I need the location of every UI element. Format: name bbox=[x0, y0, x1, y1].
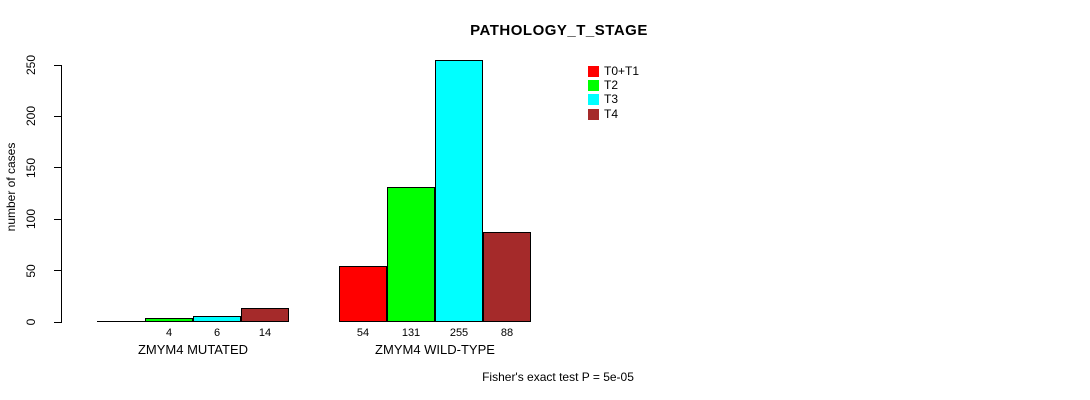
y-tick-label: 200 bbox=[24, 106, 38, 127]
y-tick bbox=[54, 218, 62, 220]
legend-label: T3 bbox=[604, 92, 619, 107]
y-tick-label: 50 bbox=[24, 263, 38, 278]
y-tick-label: 100 bbox=[24, 209, 38, 230]
bar-value-label: 14 bbox=[258, 327, 272, 339]
legend-swatch-t4 bbox=[588, 108, 599, 120]
bar-t0-t1 bbox=[339, 266, 387, 322]
legend-row: T3 bbox=[588, 93, 639, 107]
y-tick bbox=[54, 167, 62, 169]
chart-title: PATHOLOGY_T_STAGE bbox=[470, 22, 648, 39]
y-tick-label: 150 bbox=[24, 157, 38, 178]
group-label: ZMYM4 WILD-TYPE bbox=[375, 342, 495, 357]
bar-value-label: 88 bbox=[500, 327, 514, 339]
bar-t3 bbox=[193, 316, 241, 322]
y-axis-label: number of cases bbox=[4, 142, 18, 232]
legend-swatch-t2 bbox=[588, 80, 599, 92]
y-axis-line bbox=[61, 65, 62, 323]
bar-t4 bbox=[483, 232, 531, 322]
y-tick bbox=[54, 115, 62, 117]
legend-row: T4 bbox=[588, 107, 639, 121]
group-label: ZMYM4 MUTATED bbox=[137, 342, 249, 357]
legend-row: T2 bbox=[588, 78, 639, 92]
legend-label: T2 bbox=[604, 78, 619, 93]
bar-value-label: 4 bbox=[165, 327, 173, 339]
legend-swatch-t3 bbox=[588, 94, 599, 106]
y-tick bbox=[54, 270, 62, 272]
legend-label: T4 bbox=[604, 106, 619, 121]
bar-t4 bbox=[241, 308, 289, 322]
y-tick bbox=[54, 64, 62, 66]
bar-t2 bbox=[387, 187, 435, 322]
y-tick-label: 0 bbox=[24, 318, 38, 326]
legend-row: T0+T1 bbox=[588, 64, 639, 78]
y-tick-label: 250 bbox=[24, 54, 38, 76]
bar-value-label: 6 bbox=[213, 327, 221, 339]
legend: T0+T1 T2 T3 T4 bbox=[588, 64, 639, 122]
bar-value-label: 54 bbox=[356, 327, 370, 339]
legend-label: T0+T1 bbox=[604, 63, 640, 78]
fisher-test-annotation: Fisher's exact test P = 5e-05 bbox=[482, 370, 634, 384]
bar-value-label: 255 bbox=[449, 327, 469, 339]
bar-t0-t1 bbox=[97, 321, 145, 322]
bar-t3 bbox=[435, 60, 483, 322]
y-tick bbox=[54, 321, 62, 323]
legend-swatch-t0-t1 bbox=[588, 65, 599, 77]
bar-t2 bbox=[145, 318, 193, 322]
bar-value-label: 131 bbox=[401, 327, 421, 339]
